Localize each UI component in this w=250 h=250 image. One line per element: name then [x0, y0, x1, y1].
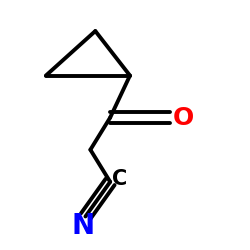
- Text: C: C: [112, 170, 128, 190]
- Text: N: N: [72, 212, 94, 240]
- Text: O: O: [172, 106, 194, 130]
